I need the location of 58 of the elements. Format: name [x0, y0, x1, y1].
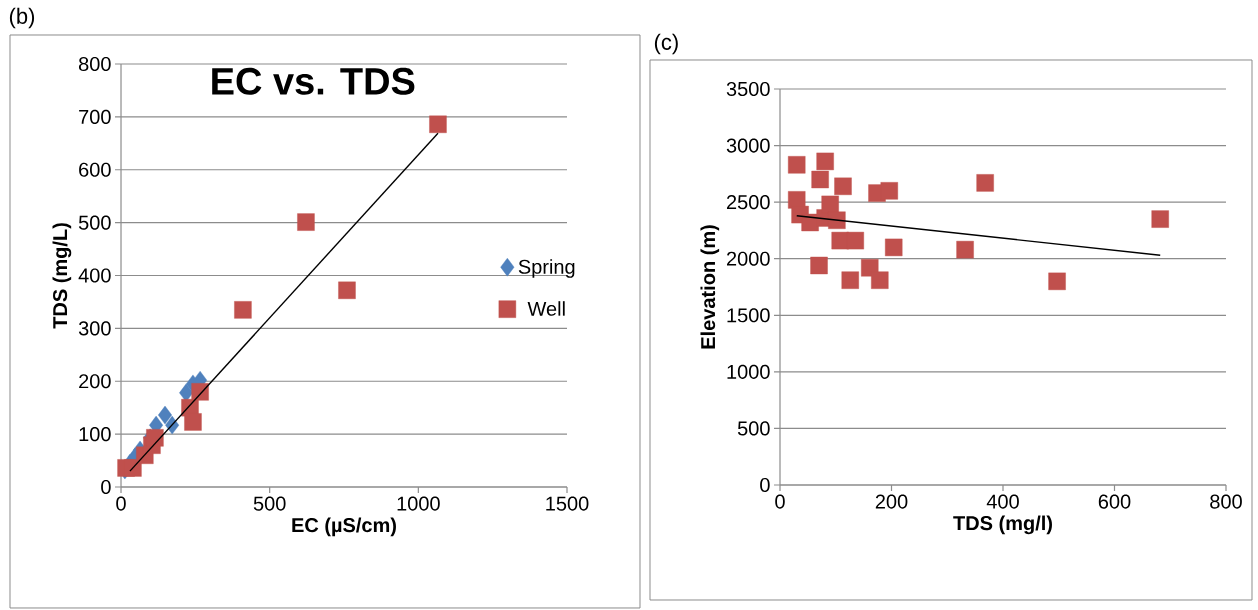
point	[1048, 272, 1066, 291]
point	[846, 231, 864, 250]
point	[810, 256, 828, 275]
legend-label: Spring	[518, 259, 575, 278]
point	[841, 271, 859, 289]
point	[828, 211, 846, 229]
point	[871, 271, 889, 289]
chart-title: EC vs. TDS	[212, 67, 415, 95]
x-tick-label: 400	[986, 494, 1019, 509]
x-tick-label: 600	[1098, 494, 1131, 509]
y-tick-label: 2000	[726, 251, 770, 266]
point	[234, 301, 252, 319]
y-tick-label: 500	[78, 215, 111, 230]
y-tick-label: 3500	[726, 81, 770, 97]
point	[956, 240, 974, 259]
point	[297, 213, 315, 231]
x-tick-label: 800	[1210, 494, 1242, 509]
y-tick-label: 500	[737, 421, 770, 436]
x-tick-label: 500	[253, 496, 286, 511]
point	[816, 152, 834, 171]
x-tick-label: 1000	[397, 496, 440, 511]
x-tick-label: 0	[775, 494, 785, 509]
x-axis-title: EC (µS/cm)	[292, 517, 396, 537]
point	[184, 413, 202, 431]
point	[146, 429, 164, 447]
y-tick-label: 3000	[726, 138, 770, 153]
point	[880, 182, 898, 200]
text: (c)	[654, 33, 678, 55]
point	[788, 156, 806, 174]
y-tick-label: 600	[79, 162, 111, 177]
point	[885, 238, 903, 257]
y-axis-title: TDS (mg/L)	[52, 223, 72, 329]
y-tick-label: 1500	[727, 308, 770, 323]
y-tick-label: 400	[78, 268, 111, 283]
y-tick-label: 200	[79, 374, 111, 389]
y-axis-title: Elevation (m)	[700, 225, 720, 349]
point	[338, 281, 356, 299]
legend-label: Well	[527, 301, 565, 316]
point	[821, 195, 839, 214]
y-tick-label: 1000	[727, 364, 770, 379]
y-tick-label: 700	[79, 109, 111, 124]
point	[1151, 210, 1169, 228]
y-tick-label: 0	[760, 477, 770, 493]
x-tick-label: 1500	[546, 496, 589, 511]
x-tick-label: 200	[875, 494, 908, 509]
point	[158, 405, 172, 425]
point	[834, 177, 852, 195]
point	[976, 174, 994, 192]
y-tick-label: 300	[78, 321, 111, 336]
y-tick-label: 800	[78, 56, 111, 72]
x-axis-title: TDS (mg/l)	[953, 515, 1052, 535]
text: (b)	[9, 7, 35, 29]
y-tick-label: 2500	[726, 195, 770, 210]
point	[429, 115, 447, 133]
y-tick-label: 0	[101, 479, 111, 495]
point	[811, 170, 829, 189]
y-tick-label: 100	[79, 427, 111, 442]
x-tick-label: 0	[116, 496, 126, 511]
